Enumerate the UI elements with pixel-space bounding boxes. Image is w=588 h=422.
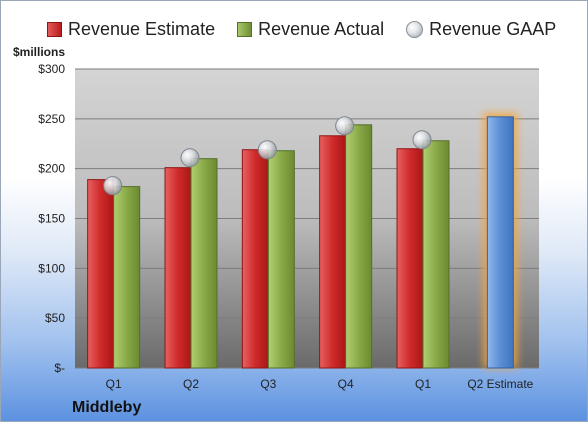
bar-revenue-estimate [319,135,347,369]
x-tick-label: Q2 [183,377,199,391]
marker-revenue-gaap [103,176,123,196]
y-tick-label: $- [54,361,65,375]
bar-revenue-estimate [87,179,115,369]
gridlines [75,68,539,369]
legend-label-gaap: Revenue GAAP [429,18,557,39]
bar-revenue-estimate [241,149,269,369]
y-tick-label: $250 [38,112,65,126]
legend-item-estimate: Revenue Estimate [47,19,215,40]
bar-revenue-actual [422,140,450,369]
legend-swatch-estimate [47,21,62,37]
legend-item-actual: Revenue Actual [237,19,384,40]
legend: Revenue Estimate Revenue Actual Revenue … [47,15,556,43]
marker-revenue-gaap [335,116,355,136]
y-tick-label: $300 [38,62,65,76]
marker-revenue-gaap [412,130,432,150]
company-name: Middleby [72,399,142,416]
bar-revenue-actual [267,150,295,369]
bars [87,112,518,369]
x-tick-label: Q1 [415,377,431,391]
y-tick-label: $100 [38,261,65,275]
y-tick-label: $50 [45,311,65,325]
legend-label-actual: Revenue Actual [258,18,385,39]
x-tick-label: Q4 [338,377,354,391]
y-axis-labels: $- $50 $100 $150 $200 $250 $300 [38,62,65,375]
bar-revenue-actual [190,158,218,369]
bar-revenue-estimate [396,148,424,369]
legend-swatch-actual [237,21,253,37]
x-axis-labels: Q1 Q2 Q3 Q4 Q1 Q2 Estimate [106,377,534,391]
legend-item-gaap: Revenue GAAP [406,19,556,40]
marker-revenue-gaap [257,140,277,160]
y-tick-label: $150 [38,212,65,226]
marker-revenue-gaap [180,148,200,168]
bar-forecast [486,116,514,369]
x-tick-label: Q2 Estimate [467,377,533,391]
bar-revenue-actual [113,186,141,369]
x-tick-label: Q3 [260,377,276,391]
y-axis-unit-label: $millions [13,45,66,59]
legend-label-estimate: Revenue Estimate [68,18,216,39]
bar-revenue-actual [345,124,373,369]
y-tick-label: $200 [38,162,65,176]
bar-revenue-estimate [164,167,192,369]
gaap-markers [103,116,432,196]
legend-swatch-gaap [406,20,424,38]
x-tick-label: Q1 [106,377,122,391]
